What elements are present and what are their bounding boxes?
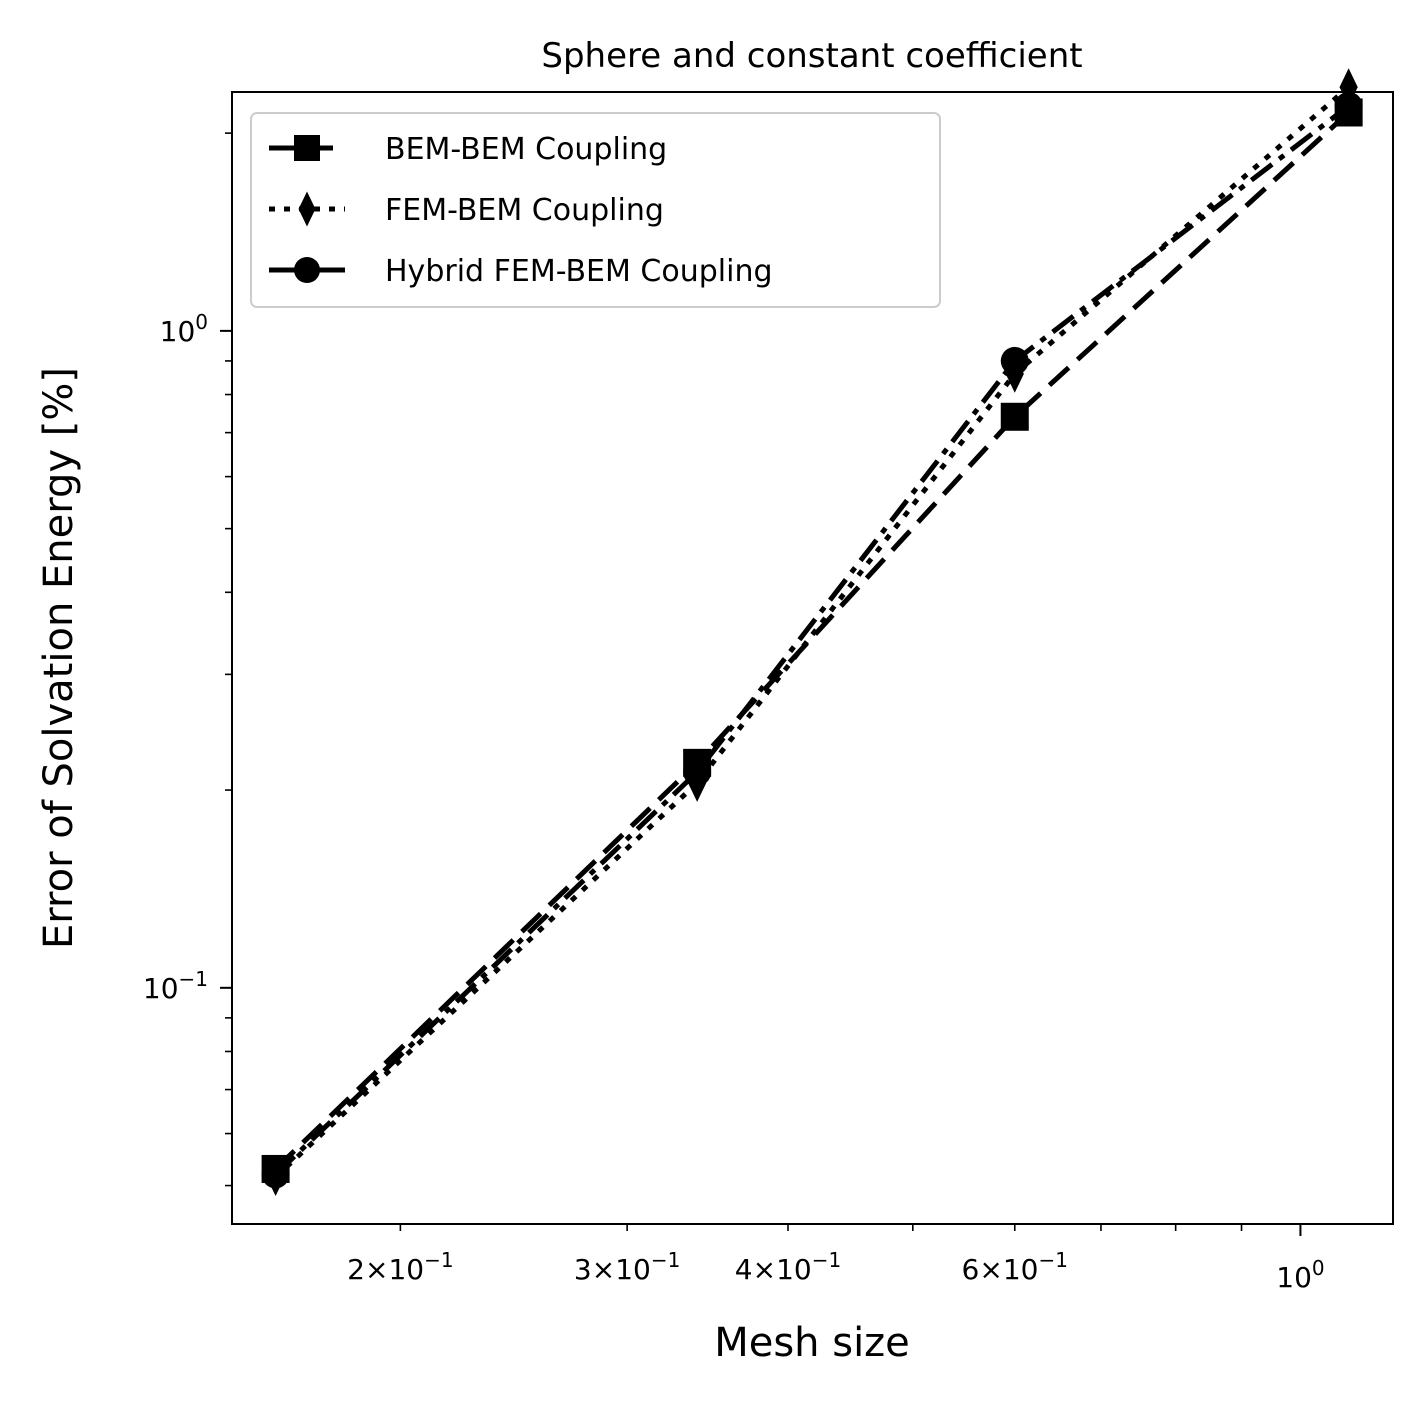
x-tick-label: 2×10−1 [347,1248,453,1286]
x-tick-label-base: 10 [615,1253,651,1286]
y-tick-label-base: 10 [160,315,196,348]
x-tick-label: 4×10−1 [735,1248,841,1286]
plot-area [261,68,1363,1197]
x-tick-label-exponent: −1 [651,1248,680,1272]
series-line [273,85,1351,1179]
y-tick-label-exponent: 0 [195,310,208,334]
data-point [1334,91,1363,120]
legend-marker [294,257,320,283]
legend-label: FEM-BEM Coupling [385,193,664,228]
x-tick-label-mantissa: 2 [347,1253,365,1286]
x-tick-label-exponent: −1 [424,1248,453,1272]
x-tick-label: 100 [1276,1256,1324,1294]
x-tick-label-times: × [753,1253,776,1286]
series-circle-group [261,91,1363,1189]
x-tick-label-exponent: −1 [812,1248,841,1272]
axes-frame [231,91,1394,1225]
x-tick-label-base: 10 [776,1253,812,1286]
x-tick-label-base: 10 [1276,1261,1312,1294]
legend-frame [250,112,941,308]
x-tick-label: 6×10−1 [962,1248,1068,1286]
series-line [273,110,1351,1171]
y-tick-label-base: 10 [143,972,179,1005]
legend: BEM-BEM Coupling FEM-BEM Coupling Hybrid F… [250,112,941,308]
x-tick-label-base: 10 [1003,1253,1039,1286]
x-tick-label-exponent: −1 [1038,1248,1067,1272]
legend-marker [298,191,316,227]
x-tick-label-times: × [979,1253,1002,1286]
y-tick-label: 10−1 [143,967,208,1005]
legend-marker [294,135,320,161]
series-layer [261,68,1363,1197]
x-tick-label-mantissa: 3 [574,1253,592,1286]
x-tick-label: 3×10−1 [574,1248,680,1286]
legend-items: BEM-BEM Coupling FEM-BEM Coupling Hybrid F… [269,132,773,289]
x-tick-label-times: × [365,1253,388,1286]
y-tick-label: 100 [160,310,208,348]
legend-label: Hybrid FEM-BEM Coupling [385,254,773,289]
data-point [683,758,712,787]
x-tick-label-mantissa: 4 [735,1253,753,1286]
chart-title: Sphere and constant coefficient [541,36,1082,76]
x-tick-label-base: 10 [388,1253,424,1286]
x-axis-label: Mesh size [714,1320,910,1366]
data-point [1000,402,1029,431]
legend-label: BEM-BEM Coupling [385,132,667,167]
data-point [1000,346,1029,375]
series-line [273,103,1351,1177]
y-axis-label: Error of Solvation Energy [%] [36,367,82,949]
y-tick-label-exponent: −1 [179,967,208,991]
data-point [261,1160,290,1189]
x-tick-label-exponent: 0 [1312,1256,1325,1280]
x-tick-label-times: × [592,1253,615,1286]
x-tick-label-mantissa: 6 [962,1253,980,1286]
